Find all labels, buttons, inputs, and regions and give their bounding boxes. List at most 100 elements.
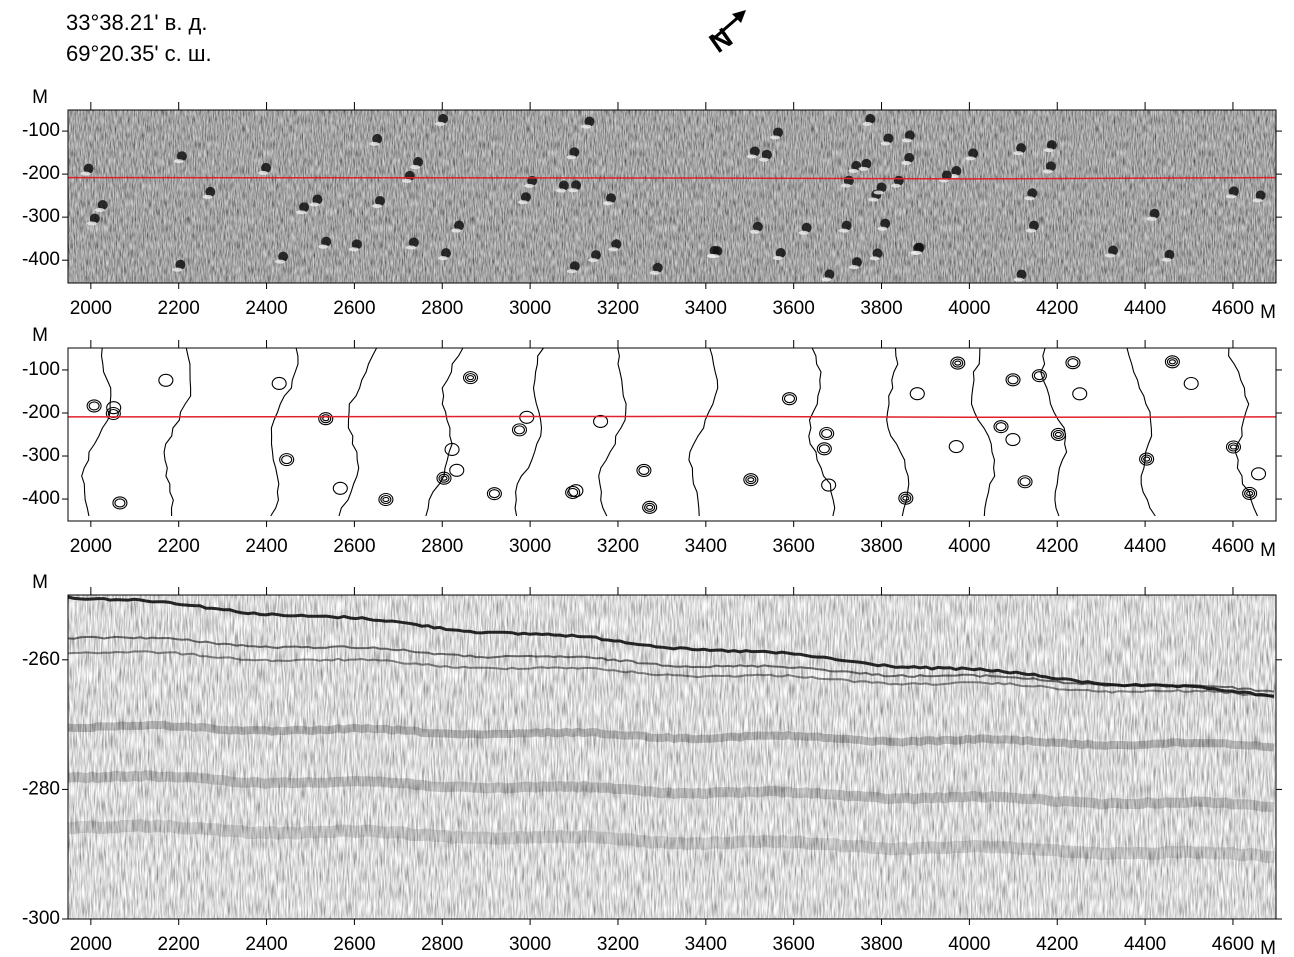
seabed-pit — [372, 133, 383, 144]
track-line — [67, 415, 1277, 419]
pit-highlight — [840, 183, 851, 188]
y-tick-label: -400 — [22, 488, 60, 509]
x-tick-label: 3600 — [773, 298, 815, 319]
contour-ring — [783, 394, 796, 404]
pit-highlight — [758, 157, 769, 162]
y-tick-label: -300 — [22, 908, 60, 929]
seabed-pit — [652, 262, 663, 273]
reflector — [67, 635, 1275, 693]
y-tick-label: -280 — [22, 778, 60, 799]
x-tick-label: 2400 — [245, 536, 287, 557]
contour-ring — [900, 493, 912, 503]
contour-ring — [1143, 456, 1151, 462]
seabed-pit — [321, 236, 332, 247]
contour-ring — [112, 496, 128, 510]
pit-highlight — [172, 267, 183, 272]
seabed-pit — [801, 222, 812, 233]
x-tick-label: 2600 — [333, 536, 375, 557]
seabed-pit — [175, 259, 186, 270]
x-tick-label: 3600 — [773, 934, 815, 955]
seabed-pit — [904, 152, 915, 163]
x-tick-label: 4400 — [1124, 934, 1166, 955]
contour-ring — [105, 406, 121, 421]
contour-line — [688, 347, 719, 517]
contour-ring — [158, 373, 174, 387]
seabed-pit — [904, 130, 915, 141]
pit-highlight — [369, 141, 380, 146]
plot-frame — [67, 109, 1277, 284]
x-tick-label: 4200 — [1036, 934, 1078, 955]
contour-ring — [114, 498, 126, 508]
contour-ring — [818, 444, 830, 454]
reflectors — [67, 595, 1275, 864]
pit-highlight — [587, 258, 598, 263]
plot-frame — [67, 347, 1277, 522]
y-tick-label: -100 — [22, 359, 60, 380]
x-tick-label: 4400 — [1124, 298, 1166, 319]
pit-highlight — [437, 256, 448, 261]
contour-ring — [646, 504, 654, 510]
reflector — [68, 818, 1275, 864]
pit-highlight — [275, 259, 286, 264]
reflector — [67, 650, 1275, 699]
contour-ring — [1031, 369, 1047, 383]
pit-highlight — [258, 170, 269, 175]
seabed-pit — [773, 127, 784, 138]
seabed-pit — [1164, 249, 1175, 260]
x-tick-label: 4600 — [1212, 934, 1254, 955]
contour-ring — [271, 376, 287, 391]
seabed-pit — [876, 182, 887, 193]
contours — [81, 347, 1267, 517]
seabed-pit — [413, 157, 424, 168]
pit-highlight — [1025, 228, 1036, 233]
contour-ring — [1017, 475, 1033, 489]
x-tick-label: 3800 — [860, 298, 902, 319]
pit-highlight — [568, 188, 579, 193]
pit-highlight — [890, 183, 901, 188]
contour-ring — [636, 463, 652, 477]
contour-ring — [781, 392, 798, 406]
x-tick-label: 2800 — [421, 298, 463, 319]
x-tick-label: 4400 — [1124, 536, 1166, 557]
contour-ring — [745, 475, 757, 485]
pit-highlight — [649, 270, 660, 275]
seabed-pit — [712, 246, 723, 257]
seabed-pit — [606, 193, 617, 204]
pit-highlight — [318, 244, 329, 249]
x-tick-label: 4600 — [1212, 298, 1254, 319]
pit-highlight — [566, 155, 577, 160]
contour-ring — [486, 487, 502, 501]
seabed-pit — [872, 248, 883, 259]
pit-highlight — [524, 183, 535, 188]
x-tick-label: 2800 — [421, 536, 463, 557]
y-tick-label: -260 — [22, 649, 60, 670]
pit-highlight — [772, 255, 783, 260]
longitude: 33°38.21' в. д. — [66, 10, 208, 35]
contour-ring — [568, 484, 584, 498]
x-tick-label: 3200 — [597, 298, 639, 319]
contour-line — [514, 347, 544, 517]
pit-highlight — [1225, 194, 1236, 199]
x-tick-label: 2800 — [421, 934, 463, 955]
contour-ring — [1246, 490, 1254, 496]
pit-highlight — [608, 247, 619, 252]
x-tick-label: 4000 — [948, 298, 990, 319]
contour-ring — [318, 412, 334, 426]
pit-highlight — [401, 178, 412, 183]
seabed-pit — [1046, 140, 1057, 151]
x-tick-label: 4000 — [948, 536, 990, 557]
pit-highlight — [405, 245, 416, 250]
contour-ring — [382, 496, 390, 503]
x-tick-label: 3400 — [685, 934, 727, 955]
pit-highlight — [1024, 196, 1035, 201]
north-arrow: N — [704, 10, 746, 59]
contour-ring — [281, 455, 293, 465]
contour-ring — [593, 414, 609, 429]
x-tick-label: 3200 — [597, 934, 639, 955]
seabed-pit — [914, 242, 925, 253]
seabed-pit — [852, 257, 863, 268]
contour-line — [970, 347, 996, 517]
seabed-pit — [440, 248, 451, 259]
contour-ring — [1033, 371, 1045, 381]
contour-ring — [1250, 467, 1267, 481]
